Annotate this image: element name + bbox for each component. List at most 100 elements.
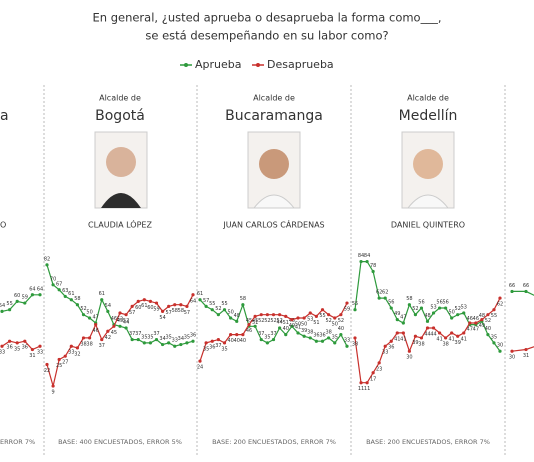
value-label: 47: [400, 314, 406, 320]
value-label: 64: [190, 298, 196, 304]
value-label: 32: [74, 351, 80, 357]
point: [437, 331, 442, 335]
value-label: 45: [252, 318, 258, 324]
point: [81, 313, 86, 317]
point: [148, 341, 153, 345]
point: [486, 313, 490, 317]
point: [8, 308, 12, 312]
person-name: JUAN CARLOS CÁRDENAS: [222, 219, 324, 230]
value-label: 57: [165, 310, 171, 316]
base-note: BASE: 200 ENCUESTADOS, ERROR 7%: [212, 438, 336, 446]
point: [498, 296, 502, 300]
value-label: 64: [29, 286, 35, 292]
point: [359, 381, 363, 385]
value-label: 41: [295, 324, 301, 330]
point: [271, 313, 276, 317]
value-label: 52: [412, 306, 418, 312]
point: [327, 336, 331, 340]
point: [265, 341, 269, 345]
value-label: 33: [344, 338, 350, 344]
value-label: 55: [491, 313, 497, 319]
value-label: 41: [436, 336, 442, 342]
legend-label: Aprueba: [195, 58, 242, 71]
point: [419, 336, 424, 340]
point: [38, 344, 42, 348]
point: [444, 306, 448, 310]
point: [185, 341, 189, 345]
point: [450, 331, 454, 335]
point: [222, 341, 227, 345]
title: se está desempeñando en su labor como?: [145, 29, 388, 43]
value-label: 56: [442, 300, 448, 306]
point: [444, 336, 448, 340]
value-label: 60: [135, 305, 141, 311]
point: [229, 316, 233, 320]
value-label: 35: [147, 334, 153, 340]
panel-subtitle: Alcalde de: [407, 94, 449, 103]
point: [492, 308, 496, 312]
point: [253, 314, 257, 318]
value-label: 40: [283, 326, 289, 332]
value-label: 84: [358, 253, 364, 259]
point: [247, 323, 251, 327]
point: [524, 347, 528, 352]
point: [191, 339, 195, 343]
point: [253, 324, 257, 328]
value-label: 57: [203, 298, 209, 304]
value-label: 35: [332, 334, 338, 340]
value-label: 36: [388, 345, 394, 351]
value-label: 62: [497, 302, 503, 308]
point: [383, 344, 387, 348]
point: [450, 316, 454, 320]
value-label: 38: [86, 341, 92, 347]
value-label: 52: [123, 318, 129, 324]
panel-subtitle: Alcalde de: [253, 94, 295, 103]
value-label: 38: [352, 341, 358, 347]
value-label: 44: [424, 331, 430, 337]
point: [75, 303, 80, 307]
value-label: 40: [227, 338, 233, 344]
value-label: 35: [221, 346, 227, 352]
point: [401, 321, 405, 325]
point: [302, 334, 306, 338]
point: [333, 341, 337, 345]
value-label: 40: [234, 338, 240, 344]
value-label: 54: [105, 303, 111, 309]
value-label: 33: [382, 350, 388, 356]
value-label: 56: [388, 300, 394, 306]
point: [235, 319, 239, 323]
point: [142, 298, 146, 302]
point: [87, 316, 92, 320]
point: [339, 313, 343, 317]
point: [456, 313, 460, 317]
value-label: 37: [270, 331, 276, 337]
point: [75, 346, 80, 350]
value-label: 58: [74, 296, 80, 302]
point: [210, 339, 214, 343]
value-label: 40: [240, 338, 246, 344]
value-label: 78: [370, 263, 376, 269]
point: [365, 381, 369, 385]
point: [100, 298, 104, 302]
value-label: 66: [509, 283, 515, 289]
value-label: 51: [313, 320, 319, 326]
point: [383, 296, 387, 300]
value-label: 31: [29, 353, 35, 359]
point: [371, 269, 375, 274]
point: [198, 298, 202, 302]
point: [431, 311, 436, 315]
value-label: 61: [141, 303, 147, 309]
value-label: 44: [123, 319, 129, 325]
value-label: 64: [37, 286, 43, 292]
value-label: 49: [394, 311, 400, 317]
value-label: 33: [68, 350, 74, 356]
legend-swatch: [256, 63, 260, 67]
point: [389, 339, 393, 343]
value-label: 50: [86, 310, 92, 316]
point: [510, 349, 514, 353]
point: [462, 311, 466, 315]
value-label: 37: [215, 343, 221, 349]
value-label: 53: [430, 305, 436, 311]
value-label: 62: [376, 290, 382, 296]
